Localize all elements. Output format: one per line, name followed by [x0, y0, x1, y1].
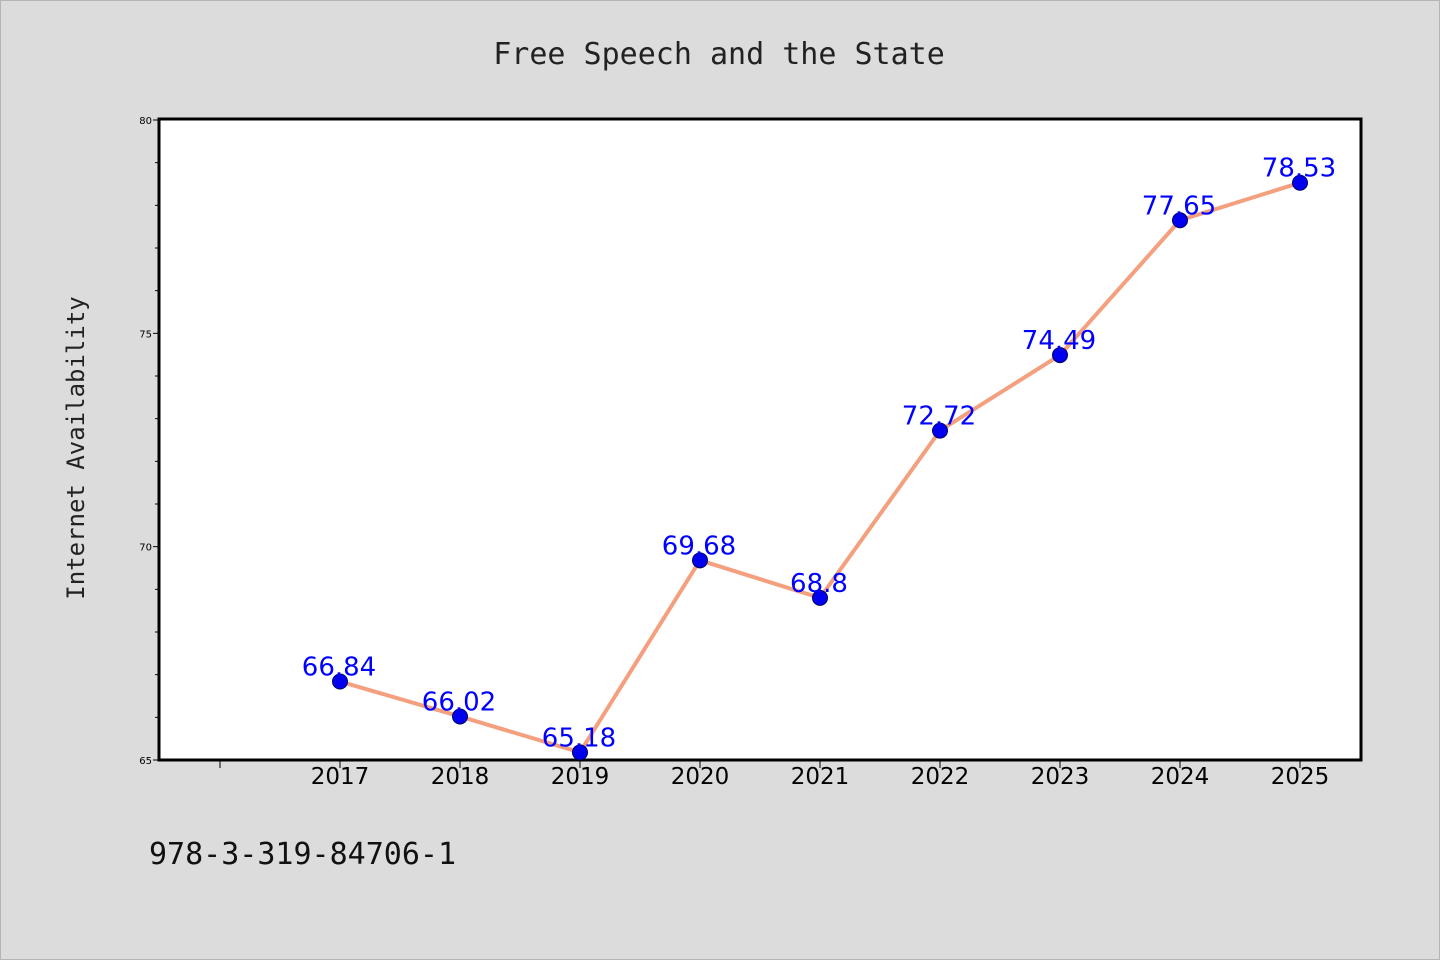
data-label: 66.84: [302, 652, 376, 682]
data-point: [332, 673, 348, 690]
x-tick-label: 2020: [671, 764, 730, 790]
data-point: [1052, 347, 1068, 364]
y-tick-label: 75: [139, 329, 152, 340]
y-axis: 65 70 75 80: [139, 116, 159, 767]
data-label: 78.53: [1262, 154, 1336, 184]
x-tick-label: 2019: [551, 764, 610, 790]
x-tick-label: 2017: [311, 764, 370, 790]
data-point: [932, 422, 948, 439]
data-label: 69.68: [662, 531, 736, 561]
data-point: [1172, 212, 1188, 229]
data-label: 77.65: [1142, 191, 1216, 221]
x-axis: 2017 2018 2019 2020 2021 2022 2023 2024 2025: [219, 761, 1330, 790]
data-point: [572, 744, 588, 761]
data-point: [692, 552, 708, 569]
data-point: [452, 708, 468, 725]
x-tick-label: 2018: [431, 764, 490, 790]
x-tick-label: 2021: [791, 764, 850, 790]
x-tick-label: 2025: [1271, 764, 1330, 790]
chart-title: Free Speech and the State: [493, 37, 945, 72]
data-labels: 66.84 66.02 65.18 69.68 68.8 72.72 74.49 77.65 7…: [302, 154, 1336, 754]
data-label: 74.49: [1022, 326, 1096, 356]
x-tick-label: 2022: [911, 764, 970, 790]
x-tick-label: 2023: [1031, 764, 1090, 790]
y-tick-label: 70: [139, 543, 152, 554]
data-point: [1292, 174, 1308, 191]
plot-area: [157, 117, 1363, 762]
x-tick-label: 2024: [1151, 764, 1210, 790]
series: [332, 174, 1308, 761]
y-tick-label: 65: [139, 756, 152, 767]
data-label: 65.18: [542, 723, 616, 753]
data-point: [812, 589, 828, 606]
data-label: 72.72: [902, 402, 976, 432]
data-label: 68.8: [790, 569, 848, 599]
y-axis-label: Internet Availability: [62, 296, 90, 599]
isbn-text: 978-3-319-84706-1: [149, 837, 456, 872]
data-label: 66.02: [422, 687, 496, 717]
y-tick-label: 80: [139, 116, 152, 127]
